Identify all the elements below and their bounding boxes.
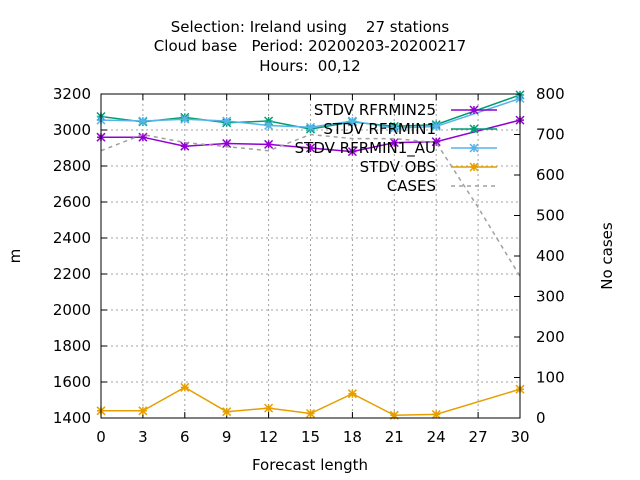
x-tick-label: 30 xyxy=(510,428,529,446)
y2-tick-label: 300 xyxy=(536,288,565,306)
data-point xyxy=(180,141,190,151)
series-3 xyxy=(96,382,525,420)
data-point xyxy=(389,138,399,148)
plot-frame xyxy=(100,93,521,419)
data-point xyxy=(305,408,316,419)
x-tick-label: 24 xyxy=(427,428,446,446)
series-layer xyxy=(96,90,525,420)
series-line xyxy=(101,386,521,417)
y2-tick-label: 0 xyxy=(536,409,546,427)
y-tick-label: 1800 xyxy=(53,337,91,355)
data-point xyxy=(138,116,148,126)
data-point xyxy=(180,114,190,124)
x-tick-label: 21 xyxy=(385,428,404,446)
series-line xyxy=(101,119,521,153)
x-tick-label: 9 xyxy=(222,428,232,446)
y-tick-label: 3200 xyxy=(53,85,91,103)
y-tick-label: 2200 xyxy=(53,265,91,283)
legend-label: STDV RFRMIN1 xyxy=(323,120,436,138)
data-point xyxy=(305,143,316,153)
data-point xyxy=(222,138,232,149)
x-tick-label: 0 xyxy=(96,428,106,446)
y2-tick-label: 200 xyxy=(536,328,565,346)
x-tick-label: 6 xyxy=(180,428,190,446)
data-point xyxy=(222,116,232,126)
data-point xyxy=(264,139,274,149)
legend-marker xyxy=(469,162,479,172)
data-point xyxy=(264,403,274,413)
series-line xyxy=(100,133,521,277)
y-tick-label: 2000 xyxy=(53,301,91,319)
data-point xyxy=(431,137,441,147)
legend-label: STDV OBS xyxy=(360,158,436,176)
data-point xyxy=(347,389,357,399)
x-tick-label: 15 xyxy=(301,428,320,446)
data-point xyxy=(431,409,441,419)
y2-tick-label: 400 xyxy=(536,247,565,265)
legend-label: STDV RFRMIN1_AU xyxy=(295,139,436,158)
title-line-2: Cloud base Period: 20200203-20200217 xyxy=(154,37,466,55)
legend-label: STDV RFRMIN25 xyxy=(314,101,436,119)
data-point xyxy=(264,120,274,131)
data-point xyxy=(347,147,357,157)
y-tick-label: 1400 xyxy=(53,409,91,427)
x-tick-label: 3 xyxy=(138,428,148,446)
x-tick-label: 12 xyxy=(259,428,278,446)
data-point xyxy=(389,410,399,420)
data-point xyxy=(264,116,274,126)
title-line-3: Hours: 00,12 xyxy=(259,57,360,75)
series-line xyxy=(100,97,521,129)
y2-tick-label: 800 xyxy=(536,85,565,103)
y-tick-label: 2400 xyxy=(53,229,91,247)
y-tick-label: 2600 xyxy=(53,193,91,211)
data-point xyxy=(138,132,148,142)
data-point xyxy=(222,407,232,417)
y2-tick-label: 500 xyxy=(536,207,565,225)
y2-axis-label: No cases xyxy=(598,222,616,290)
series-4 xyxy=(100,133,521,277)
y2-tick-label: 600 xyxy=(536,166,565,184)
data-point xyxy=(305,122,316,132)
legend-marker xyxy=(469,143,479,153)
y-tick-label: 2800 xyxy=(53,157,91,175)
data-point xyxy=(138,406,148,416)
y-tick-label: 3000 xyxy=(53,121,91,139)
ticks: 0 3 6 9 12 15 18 21 24 27 301400160018002000220024… xyxy=(53,85,565,446)
grid xyxy=(101,94,520,418)
y-axis-label: m xyxy=(6,249,24,264)
x-tick-label: 27 xyxy=(469,428,488,446)
x-axis-label: Forecast length xyxy=(252,456,368,474)
data-point xyxy=(180,382,190,392)
data-point xyxy=(389,123,399,133)
x-tick-label: 18 xyxy=(343,428,362,446)
data-point xyxy=(431,121,441,131)
legend-marker xyxy=(469,105,479,115)
legend-marker xyxy=(469,124,479,134)
y2-tick-label: 100 xyxy=(536,369,565,387)
y-tick-label: 1600 xyxy=(53,373,91,391)
y2-tick-label: 700 xyxy=(536,126,565,144)
legend-label: CASES xyxy=(387,177,436,195)
chart-title: Selection: Ireland using 27 stations Clo… xyxy=(154,18,466,75)
data-point xyxy=(347,116,357,126)
title-line-1: Selection: Ireland using 27 stations xyxy=(171,18,450,36)
